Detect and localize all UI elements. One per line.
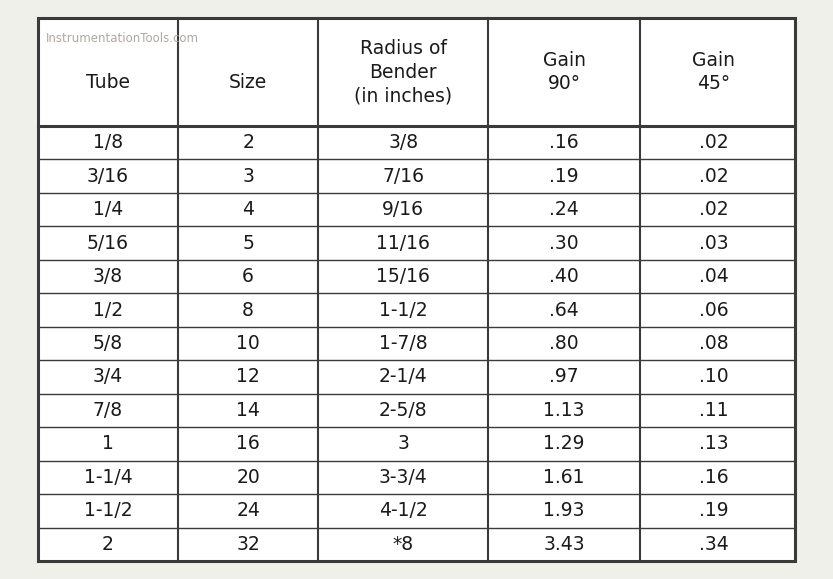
Text: 3/8: 3/8 bbox=[93, 267, 123, 286]
Text: 2: 2 bbox=[102, 535, 114, 554]
Text: Gain
45°: Gain 45° bbox=[692, 51, 735, 93]
Text: 1-1/2: 1-1/2 bbox=[83, 501, 132, 521]
Text: 1-1/2: 1-1/2 bbox=[379, 301, 427, 320]
Text: InstrumentationTools.com: InstrumentationTools.com bbox=[46, 32, 199, 45]
Text: .24: .24 bbox=[549, 200, 579, 219]
Text: 10: 10 bbox=[237, 334, 260, 353]
Text: *8: *8 bbox=[392, 535, 414, 554]
Text: 2: 2 bbox=[242, 133, 254, 152]
Text: 1/4: 1/4 bbox=[93, 200, 123, 219]
Text: 32: 32 bbox=[237, 535, 260, 554]
Text: .11: .11 bbox=[699, 401, 728, 420]
Text: 9/16: 9/16 bbox=[382, 200, 424, 219]
Text: .03: .03 bbox=[699, 233, 728, 252]
Text: .02: .02 bbox=[699, 133, 728, 152]
Text: .80: .80 bbox=[549, 334, 579, 353]
Text: .13: .13 bbox=[699, 434, 728, 453]
Text: 7/16: 7/16 bbox=[382, 167, 424, 186]
Text: 2-5/8: 2-5/8 bbox=[379, 401, 427, 420]
Text: .19: .19 bbox=[699, 501, 728, 521]
Text: 5/8: 5/8 bbox=[93, 334, 123, 353]
Text: .16: .16 bbox=[699, 468, 728, 487]
Text: Tube: Tube bbox=[86, 72, 130, 91]
Text: 20: 20 bbox=[237, 468, 260, 487]
Text: .34: .34 bbox=[699, 535, 729, 554]
Text: .02: .02 bbox=[699, 167, 728, 186]
Text: 14: 14 bbox=[236, 401, 260, 420]
Text: 16: 16 bbox=[237, 434, 260, 453]
Text: .19: .19 bbox=[549, 167, 579, 186]
Text: 12: 12 bbox=[237, 368, 260, 386]
Text: 2-1/4: 2-1/4 bbox=[379, 368, 427, 386]
Text: 1-1/4: 1-1/4 bbox=[83, 468, 132, 487]
Text: 3/8: 3/8 bbox=[388, 133, 418, 152]
Text: Size: Size bbox=[229, 72, 267, 91]
Text: 5: 5 bbox=[242, 233, 254, 252]
Text: 1.13: 1.13 bbox=[543, 401, 585, 420]
Text: Gain
90°: Gain 90° bbox=[542, 51, 586, 93]
Text: 1.61: 1.61 bbox=[543, 468, 585, 487]
Text: 3/4: 3/4 bbox=[93, 368, 123, 386]
Text: 1/8: 1/8 bbox=[93, 133, 123, 152]
Text: 11/16: 11/16 bbox=[377, 233, 430, 252]
Text: 8: 8 bbox=[242, 301, 254, 320]
Text: .04: .04 bbox=[699, 267, 729, 286]
Text: .10: .10 bbox=[699, 368, 728, 386]
Text: 4-1/2: 4-1/2 bbox=[379, 501, 427, 521]
Text: .06: .06 bbox=[699, 301, 728, 320]
Text: 1-7/8: 1-7/8 bbox=[379, 334, 427, 353]
Text: 1.93: 1.93 bbox=[543, 501, 585, 521]
Text: .02: .02 bbox=[699, 200, 728, 219]
Text: 3-3/4: 3-3/4 bbox=[379, 468, 427, 487]
Text: 3/16: 3/16 bbox=[87, 167, 129, 186]
Text: 4: 4 bbox=[242, 200, 254, 219]
Text: .08: .08 bbox=[699, 334, 728, 353]
Text: Radius of
Bender
(in inches): Radius of Bender (in inches) bbox=[354, 39, 452, 105]
Text: 6: 6 bbox=[242, 267, 254, 286]
Text: .97: .97 bbox=[549, 368, 579, 386]
Text: 24: 24 bbox=[236, 501, 260, 521]
Text: .16: .16 bbox=[549, 133, 579, 152]
Text: 1/2: 1/2 bbox=[93, 301, 123, 320]
Text: 1.29: 1.29 bbox=[543, 434, 585, 453]
Text: 5/16: 5/16 bbox=[87, 233, 129, 252]
Text: .30: .30 bbox=[549, 233, 579, 252]
Text: 3: 3 bbox=[242, 167, 254, 186]
Text: 3.43: 3.43 bbox=[543, 535, 585, 554]
Text: .64: .64 bbox=[549, 301, 579, 320]
Text: .40: .40 bbox=[549, 267, 579, 286]
Text: 1: 1 bbox=[102, 434, 114, 453]
Text: 15/16: 15/16 bbox=[377, 267, 430, 286]
Text: 7/8: 7/8 bbox=[93, 401, 123, 420]
Text: 3: 3 bbox=[397, 434, 409, 453]
